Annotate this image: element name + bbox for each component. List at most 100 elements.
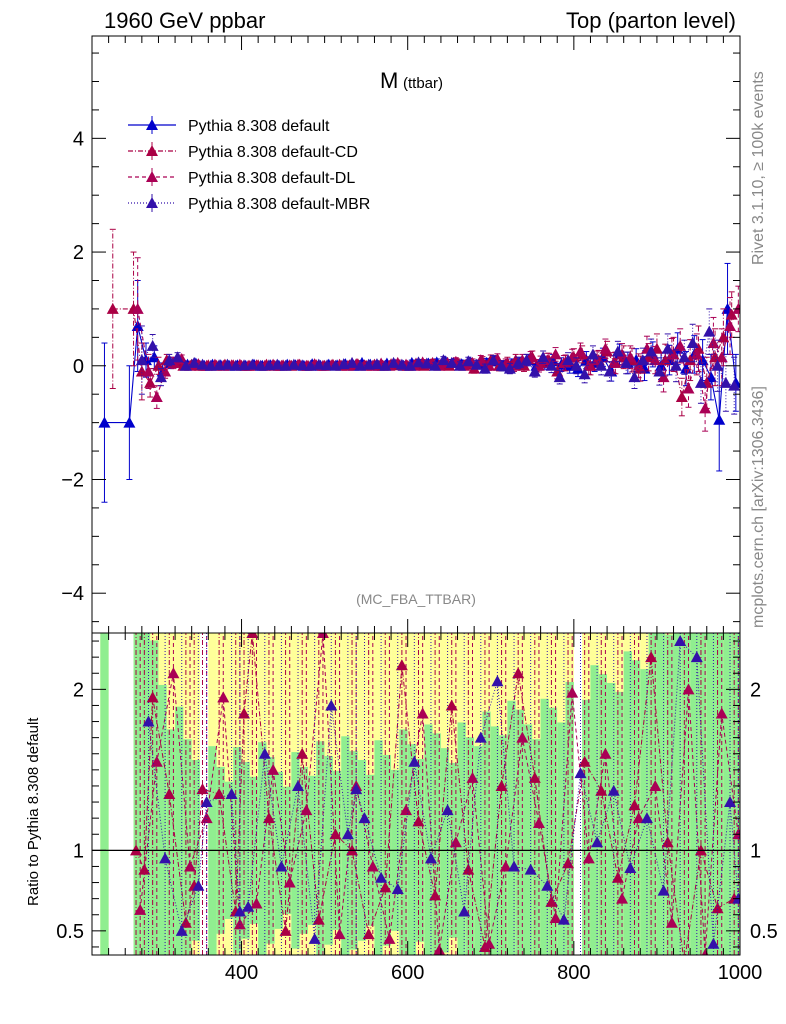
- data-point-marker: [713, 413, 726, 425]
- data-point-marker: [144, 376, 157, 388]
- data-point-marker: [657, 371, 670, 383]
- band-inner: [341, 736, 350, 955]
- band-inner: [673, 633, 682, 955]
- data-point-marker: [620, 356, 633, 368]
- data-point-marker: [628, 371, 641, 383]
- process-label: Top (parton level): [566, 8, 736, 33]
- mcplots-reference-label: mcplots.cern.ch [arXiv:1306.3436]: [750, 386, 767, 628]
- band-inner: [141, 633, 151, 955]
- data-point-marker: [152, 359, 165, 371]
- ratio-point-marker: [292, 779, 305, 791]
- data-point-marker: [470, 358, 483, 370]
- data-point-marker: [321, 359, 334, 371]
- ratio-point-marker: [217, 691, 230, 703]
- band-inner: [532, 739, 541, 955]
- ratio-point-marker: [557, 913, 570, 925]
- ratio-point-marker: [607, 784, 620, 796]
- legend-entry-label: Pythia 8.308 default-DL: [188, 170, 355, 187]
- ratio-point-marker: [379, 881, 392, 893]
- data-point-marker: [665, 348, 678, 360]
- ratio-point-marker: [483, 937, 496, 949]
- ratio-point-marker: [142, 715, 155, 727]
- data-point-marker: [512, 356, 525, 368]
- data-point-marker: [675, 391, 688, 403]
- ratio-point-marker: [412, 815, 425, 827]
- legend-marker: [146, 197, 158, 208]
- data-point-marker: [221, 358, 234, 370]
- ratio-point-marker: [262, 812, 275, 824]
- data-point-marker: [279, 359, 292, 371]
- ratio-ytick-label: 2: [73, 679, 84, 701]
- observable-subtitle: (ttbar): [403, 75, 443, 92]
- ratio-point-marker: [416, 707, 429, 719]
- ratio-point-marker: [408, 755, 421, 767]
- ratio-ytick-label-right: 2: [750, 679, 761, 701]
- energy-label: 1960 GeV ppbar: [104, 8, 265, 33]
- main-ytick-label: 4: [73, 128, 84, 150]
- band-inner: [565, 681, 574, 955]
- ratio-point-marker: [383, 932, 396, 944]
- ratio-point-marker: [508, 860, 521, 872]
- ratio-point-marker: [333, 928, 346, 940]
- ratio-point-marker: [541, 879, 554, 891]
- data-point-marker: [171, 351, 184, 363]
- data-point-marker: [586, 348, 599, 360]
- data-point-marker: [503, 362, 516, 374]
- band-inner: [656, 633, 666, 955]
- main-ytick-label: −4: [61, 583, 84, 605]
- ratio-point-marker: [682, 683, 695, 695]
- ratio-point-marker: [275, 860, 288, 872]
- data-point-marker: [478, 362, 491, 374]
- ratio-point-marker: [375, 871, 388, 883]
- data-point-marker: [204, 359, 217, 371]
- data-point-marker: [636, 354, 649, 366]
- data-point-marker: [653, 365, 666, 377]
- xtick-label: 1000: [718, 962, 763, 984]
- band-inner: [548, 707, 558, 955]
- data-point-marker: [354, 359, 367, 371]
- data-point-marker: [98, 416, 111, 428]
- series-line: [112, 308, 733, 398]
- ratio-point-marker: [300, 804, 313, 816]
- data-point-marker: [163, 354, 176, 366]
- ratio-point-marker: [516, 731, 529, 743]
- data-point-marker: [179, 359, 192, 371]
- band-inner: [166, 729, 176, 955]
- ratio-point-marker: [238, 707, 251, 719]
- ratio-point-marker: [495, 779, 508, 791]
- data-point-marker: [362, 358, 375, 370]
- ratio-point-marker: [690, 651, 703, 663]
- ratio-point-marker: [591, 836, 604, 848]
- data-point-marker: [106, 302, 119, 314]
- band-inner: [590, 665, 599, 955]
- xtick-label: 400: [225, 962, 258, 984]
- ratio-point-marker: [661, 836, 674, 848]
- band-inner: [482, 711, 491, 955]
- legend-marker: [146, 119, 158, 130]
- ratio-point-marker: [512, 667, 525, 679]
- data-point-marker: [537, 351, 550, 363]
- ratio-ytick-label: 0.5: [56, 921, 84, 943]
- band-inner: [133, 633, 142, 955]
- data-point-marker: [684, 354, 697, 366]
- main-ytick-label: 0: [73, 356, 84, 378]
- data-point-marker: [370, 358, 383, 370]
- ratio-point-marker: [562, 857, 575, 869]
- band-inner: [640, 669, 649, 955]
- ratio-point-marker: [267, 763, 280, 775]
- ratio-point-marker: [433, 944, 446, 955]
- data-point-marker: [445, 356, 458, 368]
- band-inner: [598, 674, 608, 955]
- ratio-point-marker: [462, 863, 475, 875]
- band-inner: [715, 633, 724, 955]
- analysis-tag: (MC_FBA_TTBAR): [356, 591, 476, 607]
- data-point-marker: [437, 354, 450, 366]
- band-inner: [623, 651, 632, 955]
- data-point-marker: [238, 359, 251, 371]
- main-ytick-label: 2: [73, 242, 84, 264]
- data-point-marker: [150, 391, 163, 403]
- ratio-point-marker: [449, 836, 462, 848]
- data-point-marker: [603, 365, 616, 377]
- band-inner: [374, 740, 383, 955]
- data-point-marker: [304, 359, 317, 371]
